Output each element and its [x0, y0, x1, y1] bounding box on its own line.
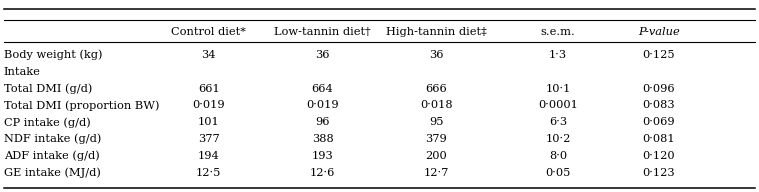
Text: 0·123: 0·123: [643, 168, 675, 178]
Text: 379: 379: [426, 134, 447, 144]
Text: 0·019: 0·019: [307, 100, 339, 110]
Text: 200: 200: [426, 151, 447, 161]
Text: NDF intake (g/d): NDF intake (g/d): [4, 134, 101, 145]
Text: Total DMI (g/d): Total DMI (g/d): [4, 83, 92, 94]
Text: 0·05: 0·05: [545, 168, 571, 178]
Text: s.e.m.: s.e.m.: [540, 27, 575, 37]
Text: 1·3: 1·3: [549, 50, 567, 60]
Text: 388: 388: [312, 134, 333, 144]
Text: 377: 377: [198, 134, 219, 144]
Text: 96: 96: [315, 117, 330, 127]
Text: 12·7: 12·7: [424, 168, 449, 178]
Text: GE intake (MJ/d): GE intake (MJ/d): [4, 168, 101, 178]
Text: 12·6: 12·6: [310, 168, 335, 178]
Text: 34: 34: [201, 50, 216, 60]
Text: 0·120: 0·120: [643, 151, 675, 161]
Text: 666: 666: [426, 84, 447, 94]
Text: CP intake (g/d): CP intake (g/d): [4, 117, 90, 128]
Text: ADF intake (g/d): ADF intake (g/d): [4, 151, 99, 161]
Text: Total DMI (proportion BW): Total DMI (proportion BW): [4, 100, 159, 111]
Text: 0·096: 0·096: [643, 84, 675, 94]
Text: 0·069: 0·069: [643, 117, 675, 127]
Text: Body weight (kg): Body weight (kg): [4, 49, 102, 60]
Text: 6·3: 6·3: [549, 117, 567, 127]
Text: 661: 661: [198, 84, 219, 94]
Text: 95: 95: [429, 117, 444, 127]
Text: 36: 36: [429, 50, 444, 60]
Text: 194: 194: [198, 151, 219, 161]
Text: 36: 36: [315, 50, 330, 60]
Text: Intake: Intake: [4, 67, 41, 77]
Text: 0·0001: 0·0001: [538, 100, 578, 110]
Text: P-value: P-value: [638, 27, 680, 37]
Text: 12·5: 12·5: [196, 168, 222, 178]
Text: 8·0: 8·0: [549, 151, 567, 161]
Text: Low-tannin diet†: Low-tannin diet†: [274, 27, 371, 37]
Text: 0·018: 0·018: [420, 100, 452, 110]
Text: 0·019: 0·019: [193, 100, 225, 110]
Text: 101: 101: [198, 117, 219, 127]
Text: 0·083: 0·083: [643, 100, 675, 110]
Text: High-tannin diet‡: High-tannin diet‡: [386, 27, 487, 37]
Text: 0·081: 0·081: [643, 134, 675, 144]
Text: Control diet*: Control diet*: [172, 27, 246, 37]
Text: 10·2: 10·2: [545, 134, 571, 144]
Text: 193: 193: [312, 151, 333, 161]
Text: 664: 664: [312, 84, 333, 94]
Text: 0·125: 0·125: [643, 50, 675, 60]
Text: 10·1: 10·1: [545, 84, 571, 94]
